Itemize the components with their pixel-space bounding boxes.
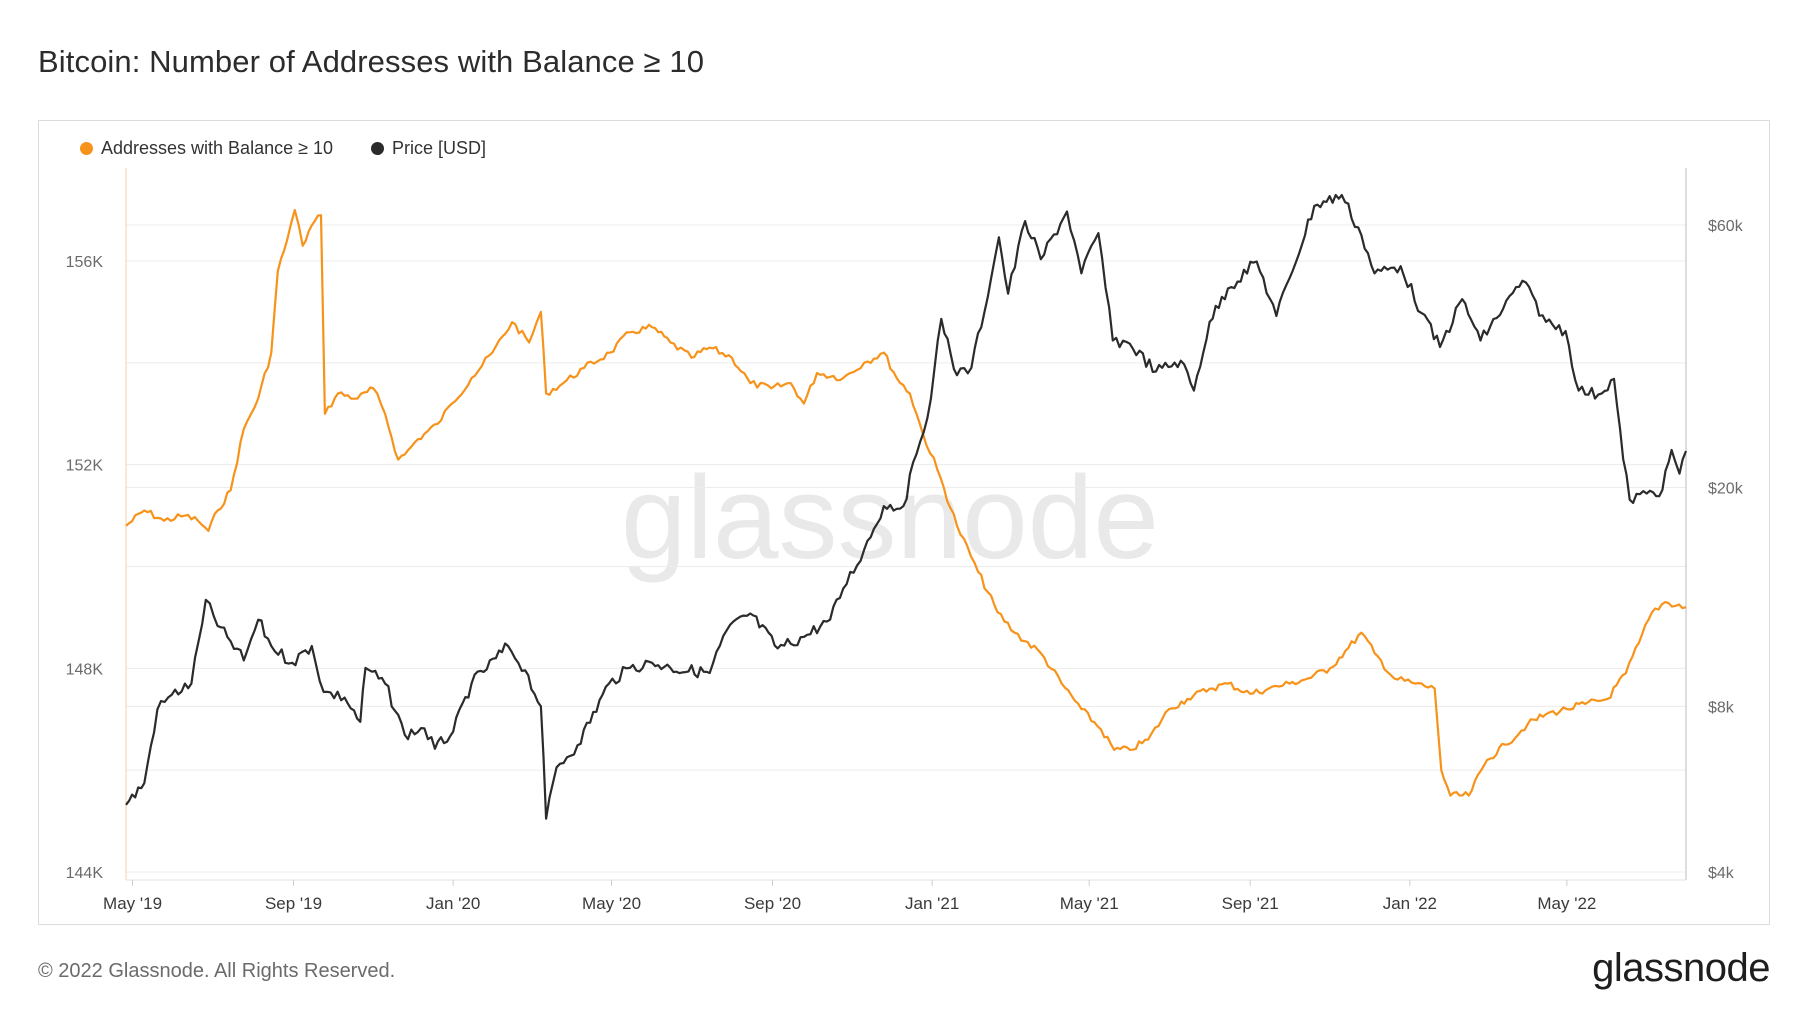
legend-item-price[interactable]: Price [USD]	[371, 138, 486, 159]
axes: 144K 148K 152K 156K $4k $8k $20k $60k May '19 Sep…	[66, 168, 1744, 913]
y-right-tick-label: $4k	[1708, 865, 1735, 882]
x-tick-label: Jan '22	[1383, 894, 1437, 913]
x-tick-label: May '21	[1060, 894, 1119, 913]
y-left-tick-label: 152K	[66, 458, 104, 475]
x-tick-label: Jan '21	[905, 894, 959, 913]
y-left-tick-label: 148K	[66, 661, 104, 678]
y-right-tick-label: $20k	[1708, 480, 1744, 497]
y-left-tick-label: 144K	[66, 865, 104, 882]
x-tick-label: Sep '20	[744, 894, 801, 913]
y-left-tick-label: 156K	[66, 254, 104, 271]
x-tick-label: Sep '19	[265, 894, 322, 913]
legend-price-dot-icon	[371, 142, 385, 155]
x-tick-label: May '19	[103, 894, 162, 913]
chart-watermark: glassnode	[621, 452, 1159, 584]
y-right-tick-label: $60k	[1708, 218, 1744, 235]
x-tick-label: May '22	[1537, 894, 1596, 913]
chart-legend: Addresses with Balance ≥ 10 Price [USD]	[80, 138, 486, 159]
legend-price-label: Price [USD]	[392, 138, 487, 158]
x-tick-label: May '20	[582, 894, 641, 913]
legend-addresses-dot-icon	[80, 142, 93, 155]
series-layer	[125, 193, 1688, 820]
chart-panel	[38, 120, 1770, 925]
legend-addresses-label: Addresses with Balance ≥ 10	[101, 138, 334, 158]
footer-copyright: © 2022 Glassnode. All Rights Reserved.	[38, 960, 396, 982]
footer-logo[interactable]: glassnode	[1592, 946, 1770, 990]
x-tick-label: Jan '20	[426, 894, 480, 913]
gridlines	[126, 224, 1686, 873]
price-series-line	[125, 193, 1688, 820]
legend-item-addresses[interactable]: Addresses with Balance ≥ 10	[80, 138, 333, 159]
x-tick-label: Sep '21	[1222, 894, 1279, 913]
y-right-tick-label: $8k	[1708, 699, 1735, 716]
addresses-series-line	[125, 209, 1687, 797]
chart-title: Bitcoin: Number of Addresses with Balanc…	[38, 44, 705, 79]
